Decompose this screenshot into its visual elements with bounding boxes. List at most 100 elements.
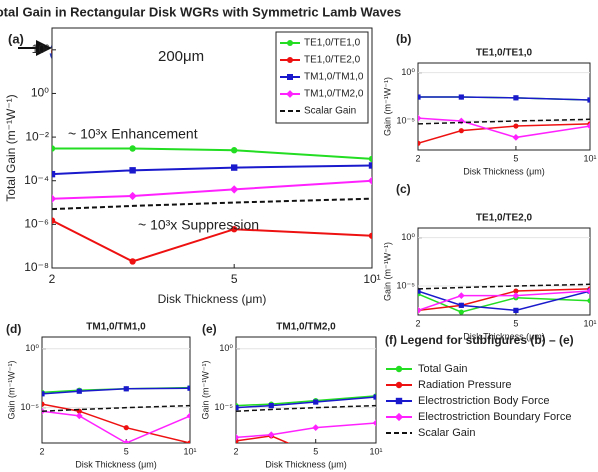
series-line xyxy=(236,404,376,412)
panel-label: (b) xyxy=(396,32,411,46)
marker-circle xyxy=(129,145,136,152)
marker-diamond xyxy=(586,122,590,130)
legend-label: Electrostriction Body Force xyxy=(418,395,549,407)
panel-title: TE1,0/TE1,0 xyxy=(476,48,533,59)
marker-circle xyxy=(129,258,136,265)
marker-diamond xyxy=(418,114,422,122)
series-line xyxy=(236,395,376,407)
y-tick-label: 10⁻⁶ xyxy=(24,217,49,231)
x-tick-label: 2 xyxy=(39,446,44,456)
marker-square xyxy=(395,397,403,405)
marker-diamond xyxy=(457,292,465,300)
y-tick-label: 10⁻⁵ xyxy=(21,402,40,412)
series-line xyxy=(42,410,190,443)
plot-area xyxy=(235,336,377,444)
marker-diamond xyxy=(186,412,190,420)
marker-circle xyxy=(42,401,45,407)
x-tick-label: 10¹ xyxy=(583,318,596,328)
x-tick-label: 2 xyxy=(415,153,420,163)
marker-diamond xyxy=(122,439,130,443)
y-tick-label: 10⁰ xyxy=(401,232,415,242)
marker-diamond xyxy=(128,191,137,201)
marker-circle xyxy=(513,123,519,129)
marker-circle xyxy=(395,365,403,373)
x-tick-label: 5 xyxy=(231,272,238,286)
marker-diamond xyxy=(236,434,240,441)
marker-diamond xyxy=(230,185,239,194)
marker-square xyxy=(42,391,45,397)
x-tick-label: 5 xyxy=(513,153,518,163)
y-tick-label: 10⁰ xyxy=(31,86,49,100)
series-line xyxy=(52,164,372,176)
plot-data xyxy=(42,385,190,443)
plot-data xyxy=(52,145,372,265)
marker-diamond xyxy=(394,412,404,422)
series-line xyxy=(236,422,376,439)
marker-diamond xyxy=(75,412,83,420)
marker-square xyxy=(368,162,372,169)
y-axis-label: Gain (m⁻¹W⁻¹) xyxy=(200,361,210,420)
y-axis-label: Gain (m⁻¹W⁻¹) xyxy=(6,361,16,420)
x-tick-label: 10¹ xyxy=(369,446,382,456)
legend-label: Electrostriction Boundary Force xyxy=(418,411,571,423)
plot-data xyxy=(418,283,590,315)
marker-diamond xyxy=(512,292,520,300)
y-tick-label: 10⁰ xyxy=(401,67,415,77)
marker-diamond xyxy=(372,419,376,427)
marker-diamond xyxy=(367,176,372,185)
y-tick-label: 10⁻⁵ xyxy=(397,280,416,290)
marker-circle xyxy=(52,145,56,152)
marker-diamond xyxy=(267,431,275,439)
panel-label: (d) xyxy=(6,322,21,336)
marker-circle xyxy=(52,217,56,224)
annotation: ~ 10³x Enhancement xyxy=(68,126,198,142)
marker-circle xyxy=(458,128,464,134)
y-axis-label: Gain (m⁻¹W⁻¹) xyxy=(382,77,392,136)
marker-circle xyxy=(418,140,421,146)
x-axis-label: Disk Thickness (μm) xyxy=(463,166,545,176)
marker-diamond xyxy=(457,117,465,125)
legend-label: TM1,0/TM2,0 xyxy=(304,89,364,100)
marker-circle xyxy=(373,456,378,461)
marker-diamond xyxy=(512,134,520,141)
y-axis-label: Gain (m⁻¹W⁻¹) xyxy=(382,242,392,301)
marker-square xyxy=(418,94,421,100)
x-tick-label: 5 xyxy=(313,446,318,456)
x-axis-label: Disk Thickness (μm) xyxy=(265,459,347,469)
marker-diamond xyxy=(418,307,422,314)
panel-title: TM1,0/TM1,0 xyxy=(86,322,146,333)
marker-diamond xyxy=(586,287,590,295)
x-tick-label: 2 xyxy=(233,446,238,456)
marker-circle xyxy=(368,155,372,163)
legend-label: TM1,0/TM1,0 xyxy=(304,72,364,83)
marker-circle xyxy=(513,288,519,294)
series-line xyxy=(52,197,372,211)
marker-square xyxy=(513,307,519,313)
legend-label: TE1,0/TE1,0 xyxy=(304,38,361,49)
marker-square xyxy=(52,170,56,178)
marker-diamond xyxy=(52,194,57,203)
x-tick-label: 5 xyxy=(513,318,518,328)
marker-square xyxy=(129,167,136,174)
panel-title: TM1,0/TM2,0 xyxy=(276,322,336,333)
legend-label: TE1,0/TE2,0 xyxy=(304,55,361,66)
marker-square xyxy=(458,94,464,100)
marker-square xyxy=(287,74,293,80)
figure-title: Total Gain in Rectangular Disk WGRs with… xyxy=(0,4,401,19)
marker-diamond xyxy=(286,90,294,98)
x-tick-label: 10¹ xyxy=(583,153,596,163)
series-line xyxy=(236,435,290,443)
series-line xyxy=(418,290,590,312)
marker-square xyxy=(587,97,590,103)
series-line xyxy=(52,147,372,160)
panel-label: (a) xyxy=(8,31,24,46)
x-tick-label: 5 xyxy=(124,446,129,456)
marker-circle xyxy=(395,381,403,389)
marker-circle xyxy=(187,440,190,443)
legend-label: Scalar Gain xyxy=(304,106,356,117)
legend-title: (f) Legend for subfigures (b) – (e) xyxy=(385,333,574,347)
x-tick-label: 2 xyxy=(415,318,420,328)
x-tick-label: 10¹ xyxy=(183,446,196,456)
y-tick-label: 10⁻⁵ xyxy=(215,402,234,412)
marker-circle xyxy=(123,425,129,431)
